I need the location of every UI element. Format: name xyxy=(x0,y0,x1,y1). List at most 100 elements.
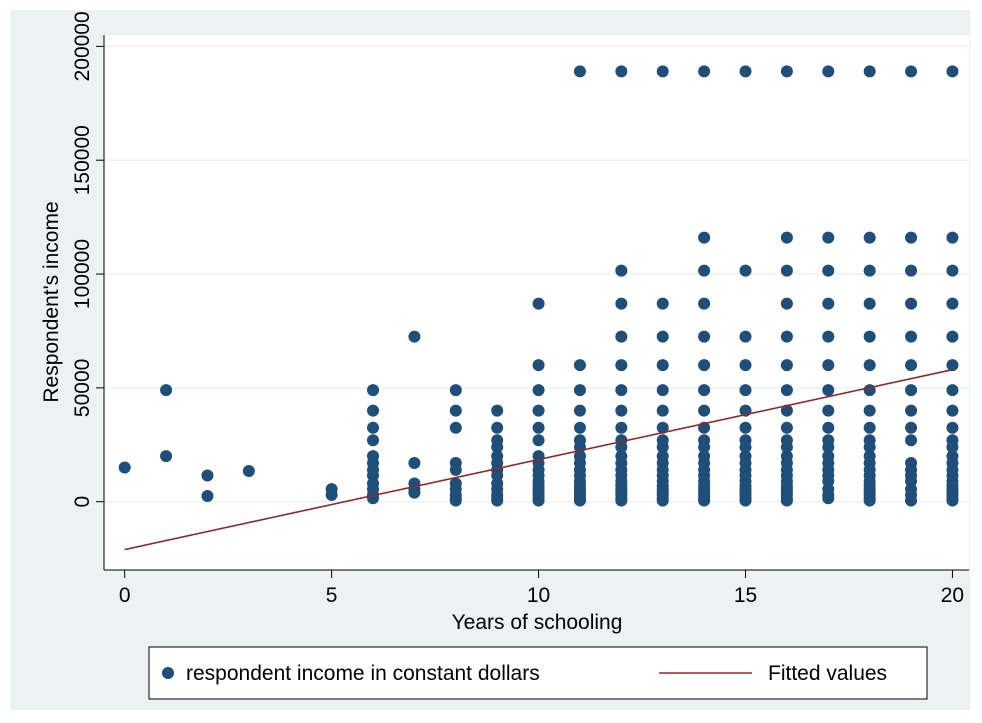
data-point xyxy=(780,494,793,507)
data-point xyxy=(118,461,131,474)
data-point xyxy=(822,404,835,417)
data-point xyxy=(905,359,918,372)
legend-box xyxy=(148,646,928,700)
data-point xyxy=(863,330,876,343)
data-point xyxy=(780,441,793,454)
data-point xyxy=(615,421,628,434)
data-point xyxy=(491,441,504,454)
data-point xyxy=(573,65,586,78)
data-point xyxy=(905,297,918,310)
data-point xyxy=(946,65,959,78)
data-point xyxy=(863,65,876,78)
y-axis-label: Respondent's income xyxy=(40,201,63,402)
data-point xyxy=(242,464,255,477)
data-point xyxy=(615,384,628,397)
data-point xyxy=(491,494,504,507)
data-point xyxy=(160,450,173,463)
data-point xyxy=(615,330,628,343)
y-tick-label: 150000 xyxy=(71,125,94,195)
data-point xyxy=(573,404,586,417)
data-point xyxy=(615,494,628,507)
data-point xyxy=(573,421,586,434)
data-point xyxy=(615,264,628,277)
data-point xyxy=(615,65,628,78)
data-point xyxy=(780,404,793,417)
data-point xyxy=(863,264,876,277)
data-point xyxy=(491,421,504,434)
data-point xyxy=(656,330,669,343)
data-point xyxy=(739,494,752,507)
data-point xyxy=(449,384,462,397)
data-point xyxy=(739,330,752,343)
data-point xyxy=(698,359,711,372)
data-point xyxy=(780,330,793,343)
data-point xyxy=(905,421,918,434)
data-point xyxy=(698,384,711,397)
x-axis-label: Years of schooling xyxy=(452,611,623,634)
data-point xyxy=(905,330,918,343)
data-point xyxy=(863,441,876,454)
data-point xyxy=(739,65,752,78)
data-point xyxy=(408,330,421,343)
y-tick-label: 0 xyxy=(71,496,94,508)
data-point xyxy=(160,384,173,397)
data-point xyxy=(822,492,835,505)
data-point xyxy=(408,457,421,469)
data-point xyxy=(201,490,214,503)
data-point xyxy=(946,297,959,310)
data-point xyxy=(201,469,214,482)
data-point xyxy=(946,441,959,454)
x-tick-label: 5 xyxy=(326,584,338,607)
data-point xyxy=(532,494,545,507)
data-point xyxy=(367,421,380,434)
data-point xyxy=(367,384,380,397)
data-point xyxy=(408,486,421,499)
data-point xyxy=(946,404,959,417)
data-point xyxy=(946,494,959,507)
data-point xyxy=(739,359,752,372)
data-point xyxy=(698,65,711,78)
data-point xyxy=(822,359,835,372)
data-point xyxy=(780,421,793,434)
data-point xyxy=(573,384,586,397)
data-point xyxy=(532,384,545,397)
data-point xyxy=(863,494,876,507)
data-point xyxy=(822,264,835,277)
data-point xyxy=(863,359,876,372)
data-point xyxy=(573,359,586,372)
data-point xyxy=(449,494,462,507)
data-point xyxy=(367,434,380,447)
data-point xyxy=(615,297,628,310)
data-point xyxy=(822,65,835,78)
data-point xyxy=(822,297,835,310)
data-point xyxy=(946,231,959,244)
data-point xyxy=(905,494,918,507)
y-tick-label: 200000 xyxy=(71,11,94,81)
data-point xyxy=(863,421,876,434)
data-point xyxy=(449,404,462,417)
data-point xyxy=(780,231,793,244)
data-point xyxy=(863,231,876,244)
data-point xyxy=(573,494,586,507)
data-point xyxy=(532,359,545,372)
data-point xyxy=(532,421,545,434)
data-point xyxy=(367,404,380,417)
y-tick-label: 100000 xyxy=(71,239,94,309)
data-point xyxy=(863,404,876,417)
y-tick-label: 50000 xyxy=(71,359,94,417)
data-point xyxy=(822,231,835,244)
data-point xyxy=(780,359,793,372)
legend-marker-scatter xyxy=(162,667,174,679)
data-point xyxy=(905,231,918,244)
data-point xyxy=(863,297,876,310)
data-point xyxy=(532,297,545,310)
data-point xyxy=(905,264,918,277)
data-point xyxy=(615,441,628,454)
data-point xyxy=(780,264,793,277)
data-point xyxy=(780,297,793,310)
data-point xyxy=(532,434,545,447)
data-point xyxy=(905,65,918,78)
fitted-line xyxy=(124,368,953,551)
data-point xyxy=(698,297,711,310)
